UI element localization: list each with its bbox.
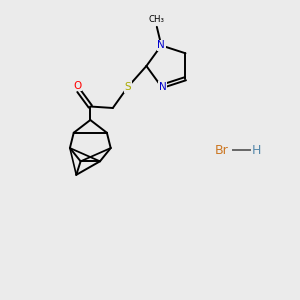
Text: N: N [158,40,165,50]
Text: O: O [73,80,82,91]
Text: Br: Br [215,143,229,157]
Text: H: H [252,143,261,157]
Text: CH₃: CH₃ [149,15,165,24]
Text: N: N [159,82,167,92]
Text: S: S [124,82,131,92]
